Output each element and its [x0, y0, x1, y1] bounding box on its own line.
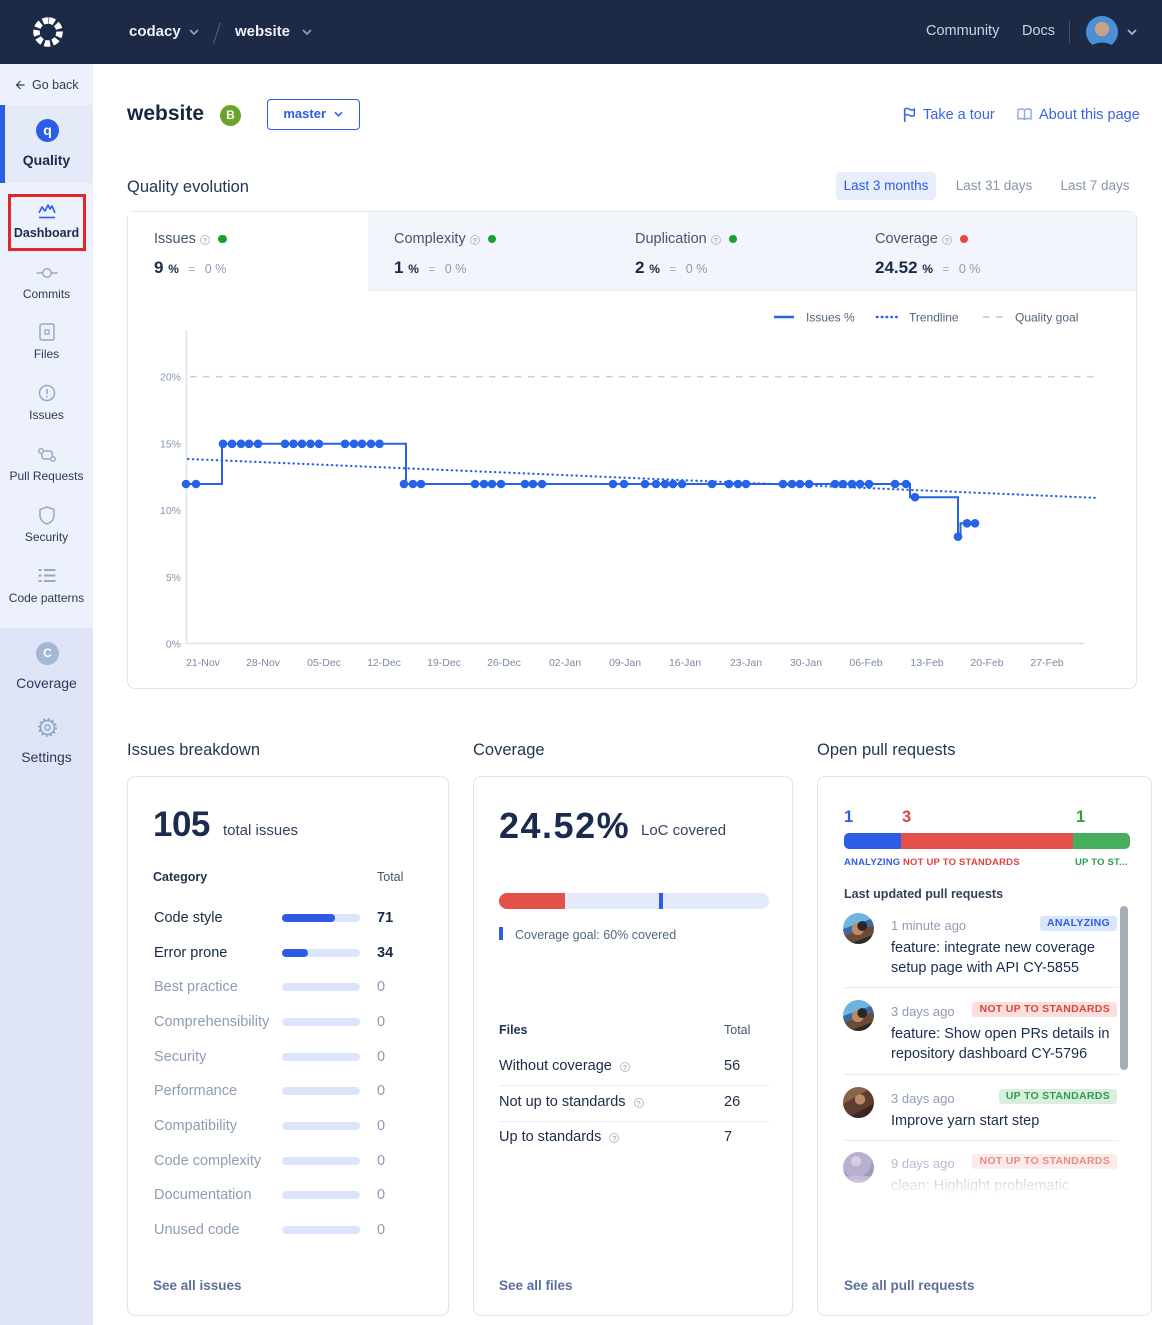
- svg-text:19-Dec: 19-Dec: [427, 657, 461, 669]
- svg-text:20%: 20%: [160, 372, 181, 384]
- svg-text:27-Feb: 27-Feb: [1030, 657, 1063, 669]
- svg-text:02-Jan: 02-Jan: [549, 657, 581, 669]
- svg-text:16-Jan: 16-Jan: [669, 657, 701, 669]
- svg-text:10%: 10%: [160, 505, 181, 517]
- svg-text:13-Feb: 13-Feb: [910, 657, 943, 669]
- svg-text:30-Jan: 30-Jan: [790, 657, 822, 669]
- svg-text:05-Dec: 05-Dec: [307, 657, 341, 669]
- svg-text:28-Nov: 28-Nov: [246, 657, 281, 669]
- svg-text:Trendline: Trendline: [909, 311, 959, 325]
- svg-text:06-Feb: 06-Feb: [849, 657, 882, 669]
- svg-text:21-Nov: 21-Nov: [186, 657, 221, 669]
- svg-text:23-Jan: 23-Jan: [730, 657, 762, 669]
- svg-text:Quality goal: Quality goal: [1015, 311, 1078, 325]
- svg-text:Issues %: Issues %: [806, 311, 855, 325]
- svg-text:09-Jan: 09-Jan: [609, 657, 641, 669]
- svg-text:0%: 0%: [166, 639, 181, 651]
- svg-text:12-Dec: 12-Dec: [367, 657, 401, 669]
- svg-text:26-Dec: 26-Dec: [487, 657, 521, 669]
- svg-text:20-Feb: 20-Feb: [970, 657, 1003, 669]
- svg-text:5%: 5%: [166, 572, 181, 584]
- svg-text:15%: 15%: [160, 438, 181, 450]
